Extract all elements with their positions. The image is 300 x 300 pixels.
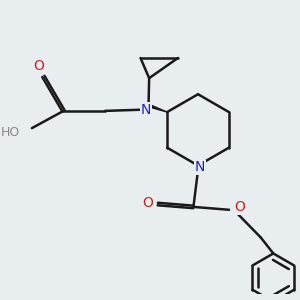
Text: N: N	[141, 103, 152, 117]
Text: N: N	[195, 160, 205, 174]
Text: HO: HO	[0, 126, 20, 139]
Text: O: O	[142, 196, 153, 210]
Text: O: O	[234, 200, 245, 214]
Text: O: O	[33, 59, 44, 73]
Polygon shape	[151, 105, 167, 112]
